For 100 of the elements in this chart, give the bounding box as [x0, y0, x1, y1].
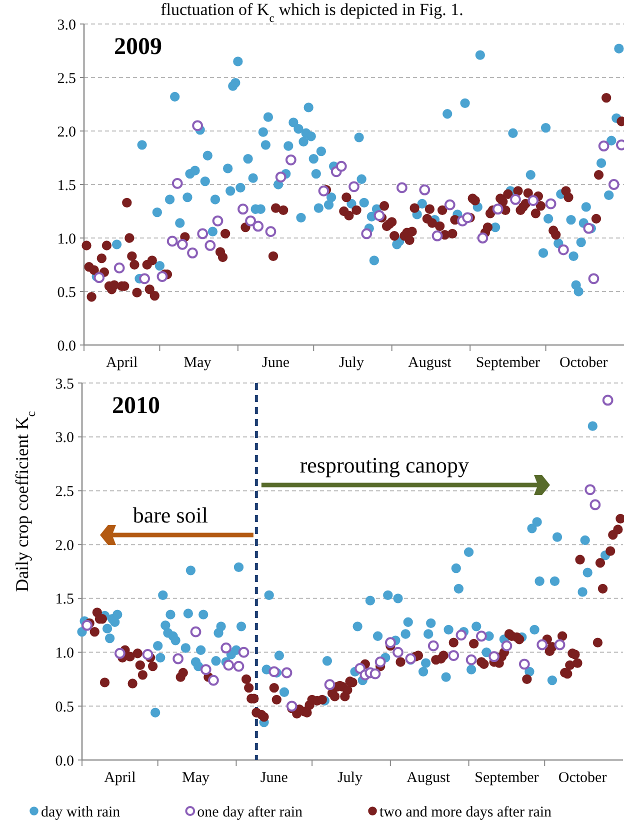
annotation: resprouting canopy: [300, 452, 470, 478]
point: [598, 140, 610, 152]
point: [536, 639, 548, 650]
point: [545, 198, 556, 210]
point: [324, 679, 336, 690]
point: [172, 653, 184, 664]
x-tick-label: June: [262, 355, 290, 371]
point: [233, 660, 244, 672]
point: [208, 674, 219, 686]
y-tick-label: 3.0: [55, 430, 74, 446]
point: [554, 639, 566, 650]
point: [245, 215, 256, 226]
point: [238, 204, 248, 215]
chart-title: 2010: [112, 393, 160, 419]
point: [476, 630, 487, 642]
y-tick-label: 0.0: [57, 338, 76, 354]
point: [492, 204, 504, 215]
point: [392, 646, 404, 658]
point: [192, 120, 203, 132]
x-tick-label: October: [558, 770, 607, 786]
x-tick-label: July: [338, 355, 364, 371]
point: [456, 630, 467, 640]
point: [374, 656, 386, 668]
y-tick-label: 2.0: [55, 538, 74, 554]
x-tick-label: May: [184, 355, 212, 371]
point: [588, 273, 600, 284]
x-tick-label: April: [106, 355, 138, 371]
legend-label: one day after rain: [197, 804, 304, 820]
annotation: fluctuation of K$_{c}$ which is depicted in Fig. 1.: [160, 0, 464, 25]
point: [444, 199, 456, 210]
point: [583, 222, 594, 234]
point: [190, 626, 202, 638]
point: [448, 650, 460, 661]
y-tick-label: 2.5: [55, 484, 74, 500]
point: [518, 658, 530, 670]
point: [348, 181, 360, 192]
point: [528, 195, 539, 206]
point: [172, 178, 183, 189]
point: [488, 651, 500, 662]
point: [466, 654, 477, 666]
point: [318, 185, 330, 196]
point: [336, 160, 347, 172]
point: [114, 648, 126, 659]
legend-label: day with rain: [41, 804, 121, 820]
point: [94, 272, 105, 284]
point: [374, 210, 385, 221]
y-tick-label: 1.0: [55, 646, 74, 662]
legend-label: two and more days after rain: [380, 804, 552, 820]
point: [285, 154, 296, 166]
point: [477, 232, 488, 244]
point: [114, 262, 125, 274]
point: [220, 642, 232, 654]
point: [197, 228, 208, 240]
point: [584, 484, 596, 496]
point: [139, 273, 150, 284]
x-tick-label: August: [408, 355, 452, 371]
point: [602, 394, 614, 406]
x-tick-label: June: [260, 770, 288, 786]
point: [428, 640, 439, 652]
x-tick-label: September: [476, 355, 540, 371]
point: [590, 499, 601, 510]
y-tick-label: 3.0: [57, 17, 76, 34]
point: [252, 220, 264, 232]
point: [275, 172, 286, 182]
point: [510, 194, 521, 205]
x-tick-label: April: [104, 770, 136, 786]
point: [166, 236, 178, 247]
point: [156, 271, 168, 282]
x-tick-label: August: [406, 770, 451, 786]
point: [396, 182, 408, 194]
point: [432, 230, 443, 242]
point: [419, 184, 430, 196]
point: [212, 215, 224, 226]
x-tick-label: May: [182, 770, 210, 786]
point: [268, 666, 280, 678]
point: [223, 660, 234, 671]
y-tick-label: 3.5: [55, 376, 74, 392]
y-tick-label: 0.0: [55, 753, 74, 770]
point: [462, 212, 473, 224]
y-tick-label: 0.5: [55, 699, 74, 716]
point: [176, 238, 188, 250]
y-tick-label: 0.5: [57, 284, 76, 301]
point: [384, 637, 396, 648]
point: [286, 700, 298, 712]
point: [265, 226, 276, 238]
point: [361, 228, 372, 240]
chart-title: 2009: [114, 34, 162, 60]
point: [281, 667, 292, 678]
point: [370, 668, 381, 680]
point: [187, 248, 198, 258]
point: [608, 179, 620, 190]
point: [204, 240, 216, 251]
y-tick-label: 1.0: [57, 231, 76, 248]
x-tick-label: September: [474, 770, 539, 786]
y-tick-label: 2.5: [57, 70, 76, 87]
annotation: bare soil: [132, 502, 208, 528]
point: [142, 649, 154, 660]
point: [501, 640, 512, 652]
x-tick-label: July: [337, 770, 363, 786]
y-tick-label: 1.5: [55, 592, 74, 608]
